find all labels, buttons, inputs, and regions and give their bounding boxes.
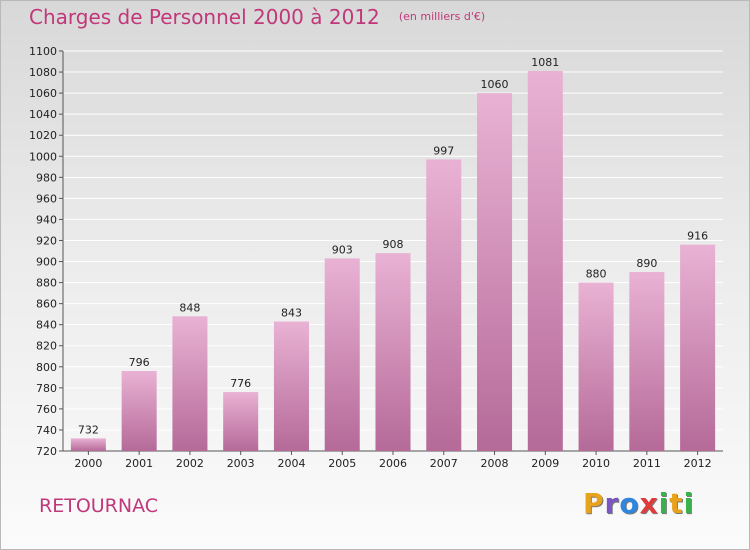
y-tick-label: 920 bbox=[36, 234, 57, 247]
bars bbox=[70, 71, 716, 452]
data-label-2010: 880 bbox=[586, 268, 607, 281]
y-tick-label: 1080 bbox=[29, 66, 57, 79]
data-label-2006: 908 bbox=[383, 238, 404, 251]
y-tick-label: 1060 bbox=[29, 87, 57, 100]
bar-2005 bbox=[324, 258, 360, 451]
data-label-2009: 1081 bbox=[531, 56, 559, 69]
data-label-2005: 903 bbox=[332, 243, 353, 256]
data-label-2003: 776 bbox=[230, 377, 251, 390]
x-tick-label-2006: 2006 bbox=[379, 457, 407, 470]
x-tick-label-2004: 2004 bbox=[277, 457, 305, 470]
bar-2010 bbox=[578, 282, 614, 451]
y-tick-label: 860 bbox=[36, 298, 57, 311]
data-label-2000: 732 bbox=[78, 423, 99, 436]
y-tick-label: 800 bbox=[36, 361, 57, 374]
y-tick-label: 840 bbox=[36, 319, 57, 332]
data-label-2001: 796 bbox=[129, 356, 150, 369]
x-tick-label-2003: 2003 bbox=[227, 457, 255, 470]
x-tick-label-2000: 2000 bbox=[74, 457, 102, 470]
y-tick-label: 880 bbox=[36, 277, 57, 290]
bar-2004 bbox=[273, 321, 309, 451]
y-tick-label: 760 bbox=[36, 403, 57, 416]
data-label-2011: 890 bbox=[636, 257, 657, 270]
y-tick-label: 740 bbox=[36, 424, 57, 437]
logo-letter: i bbox=[683, 487, 695, 520]
y-tick-label: 1000 bbox=[29, 150, 57, 163]
bar-2001 bbox=[121, 371, 157, 451]
bar-2012 bbox=[680, 244, 716, 451]
bar-2002 bbox=[172, 316, 208, 451]
y-tick-labels: 720 740 760 780 800 820 840 860 880 900 920 940 960 9… bbox=[29, 45, 57, 458]
x-tick-label-2009: 2009 bbox=[531, 457, 559, 470]
data-label-2007: 997 bbox=[433, 144, 454, 157]
x-tick-label-2007: 2007 bbox=[430, 457, 458, 470]
y-tick-label: 1020 bbox=[29, 129, 57, 142]
x-tick-label-2011: 2011 bbox=[633, 457, 661, 470]
x-tick-labels: 2000 2001 2002 2003 2004 2005 2006 2007 2008 2009… bbox=[74, 457, 711, 470]
logo-letter: r bbox=[604, 487, 620, 520]
commune-name: RETOURNAC bbox=[39, 495, 159, 517]
y-tick-label: 940 bbox=[36, 213, 57, 226]
bar-2003 bbox=[223, 392, 259, 451]
x-tick-label-2008: 2008 bbox=[481, 457, 509, 470]
proxiti-logo[interactable]: Proxiti bbox=[583, 487, 694, 520]
y-tick-label: 780 bbox=[36, 382, 57, 395]
logo-letter: x bbox=[639, 487, 659, 520]
y-tick-label: 1040 bbox=[29, 108, 57, 121]
title-row: Charges de Personnel 2000 à 2012 (en mil… bbox=[29, 5, 485, 29]
chart-unit: (en milliers d'€) bbox=[398, 10, 486, 23]
x-tick-label-2005: 2005 bbox=[328, 457, 356, 470]
bar-2000 bbox=[70, 438, 106, 451]
bar-2008 bbox=[477, 93, 513, 452]
x-tick-label-2002: 2002 bbox=[176, 457, 204, 470]
x-tick-label-2010: 2010 bbox=[582, 457, 610, 470]
y-tick-label: 1100 bbox=[29, 45, 57, 58]
y-tick-label: 900 bbox=[36, 256, 57, 269]
y-tick-label: 820 bbox=[36, 340, 57, 353]
x-tick-label-2012: 2012 bbox=[684, 457, 712, 470]
data-label-2012: 916 bbox=[687, 230, 708, 243]
y-tick-label: 960 bbox=[36, 192, 57, 205]
bar-2007 bbox=[426, 159, 462, 451]
bar-2011 bbox=[629, 272, 665, 451]
chart-title: Charges de Personnel 2000 à 2012 bbox=[29, 5, 380, 29]
logo-letter: t bbox=[669, 487, 684, 520]
data-label-2002: 848 bbox=[179, 301, 200, 314]
bar-2006 bbox=[375, 253, 411, 451]
logo-letter: i bbox=[658, 487, 670, 520]
data-label-2004: 843 bbox=[281, 307, 302, 320]
logo-letter: P bbox=[583, 487, 605, 520]
y-tick-label: 980 bbox=[36, 171, 57, 184]
data-labels: 732 796 848 776 843 903 908 997 1060 1081 880 890 91… bbox=[78, 56, 708, 436]
bar-2009 bbox=[527, 71, 563, 451]
data-label-2008: 1060 bbox=[481, 78, 509, 91]
logo-letter: o bbox=[619, 487, 640, 520]
y-tick-label: 720 bbox=[36, 445, 57, 458]
x-tick-label-2001: 2001 bbox=[125, 457, 153, 470]
